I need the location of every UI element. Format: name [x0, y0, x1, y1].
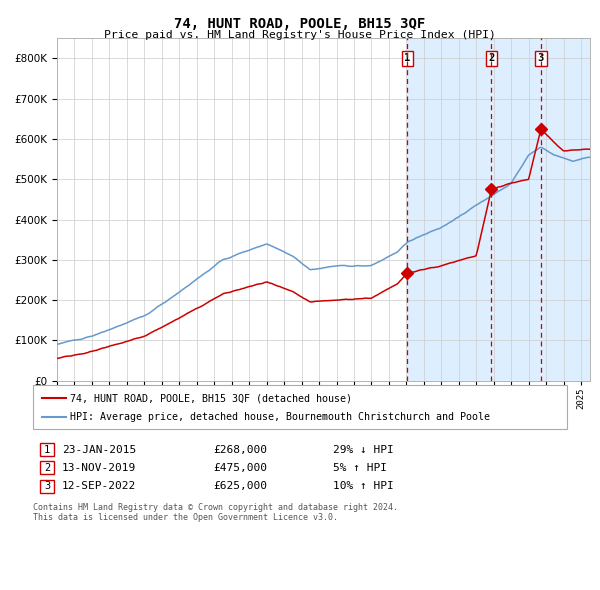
Text: Contains HM Land Registry data © Crown copyright and database right 2024.: Contains HM Land Registry data © Crown c…: [33, 503, 398, 512]
Text: 74, HUNT ROAD, POOLE, BH15 3QF (detached house): 74, HUNT ROAD, POOLE, BH15 3QF (detached…: [70, 394, 352, 403]
Text: This data is licensed under the Open Government Licence v3.0.: This data is licensed under the Open Gov…: [33, 513, 338, 522]
Text: £475,000: £475,000: [213, 463, 267, 473]
Text: 10% ↑ HPI: 10% ↑ HPI: [333, 481, 394, 491]
Text: 12-SEP-2022: 12-SEP-2022: [62, 481, 136, 491]
Text: 3: 3: [44, 481, 50, 491]
Text: 2: 2: [488, 54, 494, 64]
Text: 23-JAN-2015: 23-JAN-2015: [62, 445, 136, 454]
Text: £268,000: £268,000: [213, 445, 267, 454]
Text: 1: 1: [404, 54, 410, 64]
Text: 3: 3: [538, 54, 544, 64]
Text: 5% ↑ HPI: 5% ↑ HPI: [333, 463, 387, 473]
Text: Price paid vs. HM Land Registry's House Price Index (HPI): Price paid vs. HM Land Registry's House …: [104, 30, 496, 40]
Text: 29% ↓ HPI: 29% ↓ HPI: [333, 445, 394, 454]
Text: 74, HUNT ROAD, POOLE, BH15 3QF: 74, HUNT ROAD, POOLE, BH15 3QF: [175, 17, 425, 31]
Text: 13-NOV-2019: 13-NOV-2019: [62, 463, 136, 473]
Text: 1: 1: [44, 445, 50, 454]
Text: 2: 2: [44, 463, 50, 473]
Text: HPI: Average price, detached house, Bournemouth Christchurch and Poole: HPI: Average price, detached house, Bour…: [70, 412, 490, 422]
Text: £625,000: £625,000: [213, 481, 267, 491]
Bar: [407, 38, 600, 381]
